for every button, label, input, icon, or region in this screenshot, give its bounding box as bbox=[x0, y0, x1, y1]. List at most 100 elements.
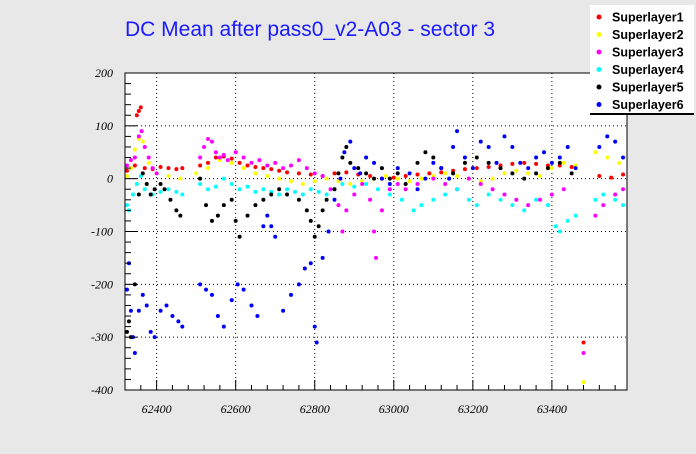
x-tick-label: 62600 bbox=[221, 402, 251, 416]
data-point bbox=[593, 150, 598, 155]
data-point bbox=[462, 155, 467, 160]
data-point bbox=[140, 139, 145, 144]
data-point bbox=[249, 160, 254, 165]
data-point bbox=[180, 166, 185, 171]
legend-marker bbox=[596, 49, 602, 55]
data-point bbox=[411, 208, 416, 213]
data-point bbox=[387, 192, 392, 197]
data-point bbox=[273, 234, 278, 239]
data-point bbox=[146, 155, 151, 160]
data-point bbox=[510, 161, 515, 166]
data-point bbox=[148, 192, 153, 197]
data-point bbox=[549, 160, 554, 165]
data-point bbox=[581, 380, 586, 385]
data-point bbox=[142, 187, 147, 192]
data-point bbox=[202, 144, 207, 149]
data-point bbox=[312, 179, 317, 184]
legend: Superlayer1 Superlayer2 Superlayer3 Superla… bbox=[590, 5, 694, 115]
data-point bbox=[316, 224, 321, 229]
data-point bbox=[124, 168, 129, 173]
data-point bbox=[158, 308, 163, 313]
data-point bbox=[526, 171, 531, 176]
data-point bbox=[403, 187, 408, 192]
data-point bbox=[352, 166, 357, 171]
data-point bbox=[431, 155, 436, 160]
data-point bbox=[138, 105, 143, 110]
data-point bbox=[344, 144, 349, 149]
data-point bbox=[320, 255, 325, 260]
data-point bbox=[474, 166, 479, 171]
x-tick-label: 63400 bbox=[537, 402, 567, 416]
data-point bbox=[569, 165, 574, 170]
data-point bbox=[178, 213, 183, 218]
data-point bbox=[312, 234, 317, 239]
data-point bbox=[352, 184, 357, 189]
data-point bbox=[174, 189, 179, 194]
data-point bbox=[198, 176, 203, 181]
data-point bbox=[372, 176, 377, 181]
data-point bbox=[601, 192, 606, 197]
data-point bbox=[344, 208, 349, 213]
data-point bbox=[213, 150, 218, 155]
data-point bbox=[124, 287, 129, 292]
data-point bbox=[178, 176, 183, 181]
data-point bbox=[423, 150, 428, 155]
data-point bbox=[561, 160, 566, 165]
legend-label: Superlayer3 bbox=[612, 46, 684, 60]
data-point bbox=[277, 176, 282, 181]
data-point bbox=[395, 181, 400, 186]
data-point bbox=[162, 187, 167, 192]
data-point bbox=[419, 176, 424, 181]
legend-box bbox=[590, 5, 694, 113]
data-point bbox=[142, 144, 147, 149]
data-point bbox=[314, 340, 319, 345]
data-point bbox=[534, 161, 539, 166]
data-point bbox=[300, 181, 305, 186]
data-point bbox=[383, 174, 388, 179]
data-point bbox=[427, 171, 432, 176]
data-point bbox=[265, 163, 270, 168]
data-point bbox=[261, 187, 266, 192]
data-point bbox=[320, 208, 325, 213]
data-point bbox=[253, 189, 258, 194]
data-point bbox=[206, 160, 211, 165]
data-point bbox=[180, 192, 185, 197]
data-point bbox=[261, 166, 266, 171]
data-point bbox=[158, 181, 163, 186]
data-point bbox=[229, 197, 234, 202]
data-point bbox=[364, 181, 369, 186]
data-point bbox=[130, 192, 135, 197]
series-6 bbox=[124, 129, 626, 356]
data-point bbox=[553, 224, 558, 229]
data-point bbox=[395, 171, 400, 176]
data-point bbox=[168, 197, 173, 202]
data-point bbox=[423, 176, 428, 181]
data-point bbox=[289, 179, 294, 184]
data-point bbox=[605, 155, 610, 160]
data-point bbox=[304, 166, 309, 171]
data-point bbox=[455, 174, 460, 179]
data-point bbox=[166, 174, 171, 179]
data-point bbox=[621, 172, 626, 177]
data-point bbox=[261, 224, 266, 229]
data-point bbox=[289, 163, 294, 168]
data-point bbox=[474, 155, 479, 160]
chart-title: DC Mean after pass0_v2-A03 - sector 3 bbox=[125, 18, 495, 41]
data-point bbox=[502, 171, 507, 176]
data-point bbox=[336, 171, 341, 176]
data-point bbox=[221, 176, 226, 181]
data-point bbox=[569, 171, 574, 176]
data-point bbox=[144, 181, 149, 186]
data-point bbox=[285, 192, 290, 197]
data-point bbox=[478, 139, 483, 144]
data-point bbox=[490, 176, 495, 181]
legend-marker bbox=[596, 32, 602, 37]
x-tick-label: 63000 bbox=[379, 402, 409, 416]
data-point bbox=[498, 197, 503, 202]
data-point bbox=[215, 213, 220, 218]
data-point bbox=[332, 171, 337, 176]
data-point bbox=[245, 184, 250, 189]
data-point bbox=[241, 287, 246, 292]
data-point bbox=[132, 351, 137, 356]
data-point bbox=[601, 203, 606, 208]
